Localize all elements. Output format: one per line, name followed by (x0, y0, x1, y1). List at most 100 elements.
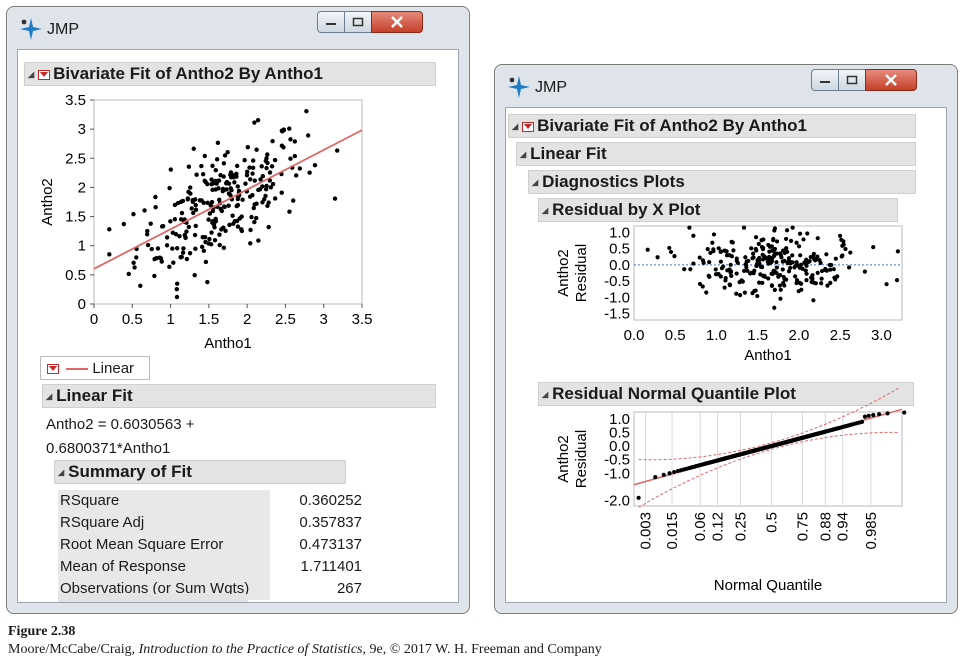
linear-fit-header[interactable]: ◢ Linear Fit (516, 142, 916, 166)
scatter-plot[interactable]: 0 0.5 1 1.5 2 2.5 3 3.5 0 0.5 1 1.5 2 2.5 3 3.5 Antho1 An… (18, 90, 459, 352)
scatter-point (272, 157, 278, 163)
scatter-point (159, 259, 164, 264)
summary-of-fit-header[interactable]: ◢ Summary of Fit (54, 460, 346, 484)
scatter-point (279, 143, 285, 148)
scatter-point (239, 214, 244, 219)
residual-point (817, 258, 822, 263)
y-tick-label: 1.0 (609, 411, 630, 428)
figure-credit: Moore/McCabe/Craig, Introduction to the … (8, 642, 602, 658)
residual-point (862, 269, 868, 274)
residual-point (707, 260, 712, 265)
disclosure-triangle-icon[interactable]: ◢ (28, 69, 35, 79)
disclosure-triangle-icon[interactable]: ◢ (46, 391, 53, 401)
x-tick-label: 0.12 (710, 512, 727, 541)
y-tick-label: 1 (78, 238, 86, 255)
residual-point (772, 287, 777, 292)
scatter-point (220, 186, 226, 192)
maximize-button[interactable] (838, 69, 866, 91)
minimize-icon (820, 81, 830, 83)
residual-point (754, 248, 759, 253)
residual-point (825, 283, 830, 288)
residual-point (731, 248, 736, 253)
linear-fit-header[interactable]: ◢ Linear Fit (42, 384, 436, 408)
y-tick-label: -2.0 (604, 493, 630, 510)
scatter-point (312, 162, 318, 168)
close-button[interactable] (865, 69, 917, 91)
right-app-title: JMP (535, 79, 567, 96)
minimize-button[interactable] (811, 69, 839, 91)
x-tick-label: 0.5 (763, 512, 780, 533)
residual-point (752, 288, 757, 294)
residual-point (781, 248, 786, 253)
bivariate-fit-header[interactable]: ◢ Bivariate Fit of Antho2 By Antho1 (508, 114, 916, 138)
minimize-button[interactable] (317, 11, 345, 33)
scatter-point (200, 172, 206, 177)
residual-point (792, 265, 797, 270)
x-tick-label: 3 (320, 311, 328, 328)
disclosure-triangle-icon[interactable]: ◢ (58, 467, 65, 477)
residual-normal-quantile-header[interactable]: ◢ Residual Normal Quantile Plot (538, 382, 914, 406)
linear-fit-legend[interactable]: Linear Fit (40, 356, 150, 401)
jmp-star-logo-icon (508, 76, 530, 98)
disclosure-triangle-icon[interactable]: ◢ (520, 149, 527, 159)
residual-point (741, 268, 747, 274)
residual-point (688, 267, 693, 272)
scatter-point (248, 241, 253, 246)
maximize-button[interactable] (344, 11, 372, 33)
x-tick-label: 2.5 (830, 327, 851, 344)
scatter-point (216, 186, 221, 191)
scatter-point (235, 184, 240, 189)
disclosure-triangle-icon[interactable]: ◢ (512, 121, 519, 131)
y-axis-label: Antho2 (39, 178, 56, 226)
scatter-point (223, 228, 228, 234)
scatter-point (142, 208, 147, 213)
scatter-point (186, 189, 191, 195)
disclosure-triangle-icon[interactable]: ◢ (542, 205, 549, 215)
residual-point (772, 226, 778, 231)
residual-point (738, 293, 743, 298)
normal-quantile-plot[interactable]: 0.003 0.015 0.06 0.12 0.25 0.5 0.75 0.88 0.94 0.9… (506, 387, 946, 598)
residual-point (716, 272, 721, 277)
scatter-point (202, 178, 207, 184)
scatter-point (206, 217, 211, 222)
scatter-point (107, 252, 112, 257)
residual-by-x-plot[interactable]: 0.0 0.5 1.0 1.5 2.0 2.5 3.01.00.50.0-0.5-1.0-1… (506, 222, 946, 372)
residual-point (725, 268, 730, 273)
residual-point (655, 255, 660, 260)
scatter-point (250, 171, 255, 176)
scatter-point (205, 200, 210, 206)
residual-point (760, 280, 765, 285)
scatter-point (240, 197, 245, 202)
x-tick-label: 0.88 (817, 512, 834, 541)
scatter-point (184, 229, 189, 234)
legend-menu-icon[interactable] (47, 364, 59, 375)
scatter-point (164, 243, 170, 248)
residual-point (760, 252, 765, 257)
residual-point (798, 253, 803, 258)
residual-point (831, 267, 836, 272)
residual-point (774, 265, 779, 270)
fit-equation-line1: Antho2 = 0.6030563 + (46, 416, 195, 433)
residual-by-x-header[interactable]: ◢ Residual by X Plot (538, 198, 898, 222)
disclosure-triangle-icon[interactable]: ◢ (532, 177, 539, 187)
close-button[interactable] (371, 11, 423, 33)
scatter-point (258, 177, 263, 182)
scatter-point (263, 186, 269, 192)
diagnostics-plots-header[interactable]: ◢ Diagnostics Plots (528, 170, 916, 194)
scatter-point (234, 171, 239, 176)
red-triangle-menu-icon[interactable] (38, 69, 51, 80)
scatter-point (218, 206, 223, 212)
x-tick-label: 3.0 (871, 327, 892, 344)
summary-table: RSquare 0.360252 RSquare Adj 0.357837 Ro… (58, 490, 368, 602)
scatter-point (226, 203, 231, 208)
scatter-point (194, 172, 199, 177)
residual-point (819, 281, 824, 286)
residual-point (742, 290, 747, 295)
x-tick-label: 0.5 (665, 327, 686, 344)
scatter-point (259, 164, 264, 169)
residual-point (777, 283, 783, 288)
red-triangle-menu-icon[interactable] (522, 121, 535, 132)
quantile-point (859, 419, 865, 424)
disclosure-triangle-icon[interactable]: ◢ (542, 389, 549, 399)
bivariate-fit-header[interactable]: ◢ Bivariate Fit of Antho2 By Antho1 (24, 62, 436, 86)
